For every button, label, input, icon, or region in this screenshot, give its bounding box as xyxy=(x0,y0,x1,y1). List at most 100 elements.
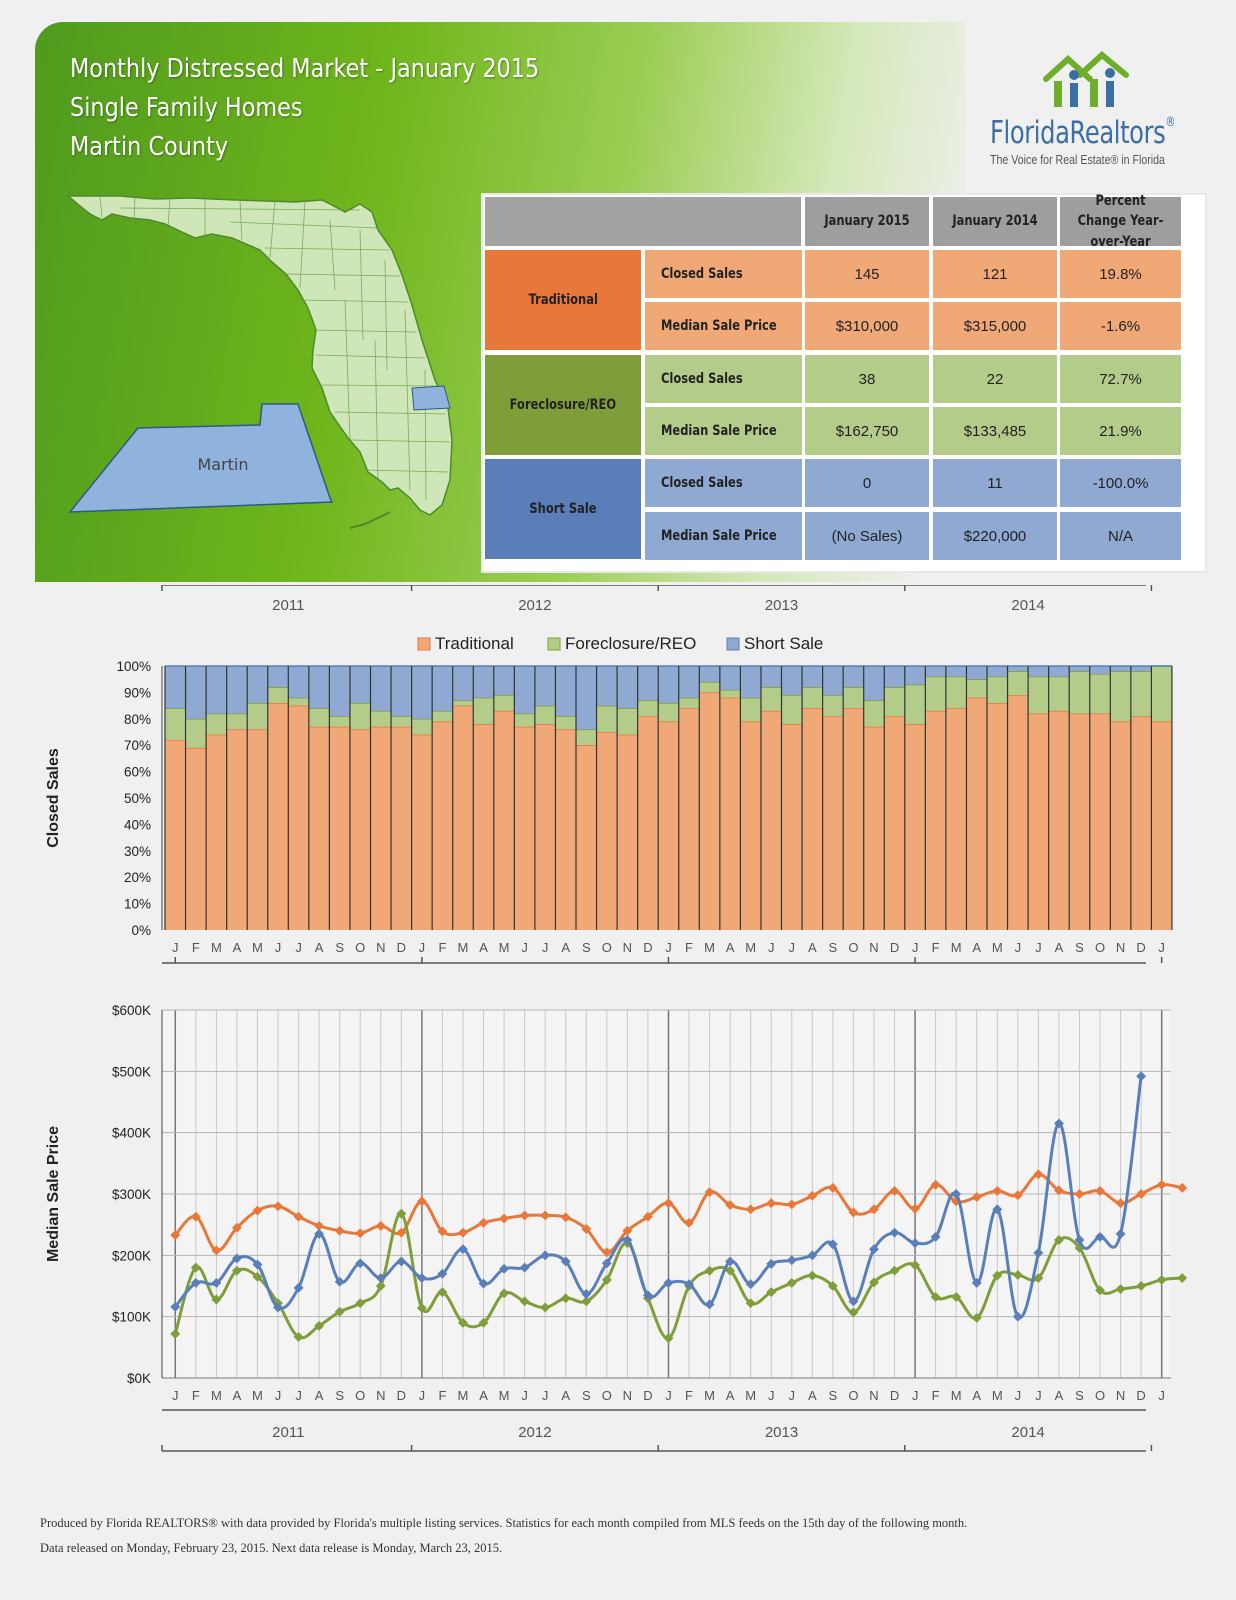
median-price-month-label: F xyxy=(685,1388,693,1403)
martin-county-inset: Martin xyxy=(68,403,334,513)
median-price-month-label: A xyxy=(315,1388,324,1403)
bar-segment-traditional xyxy=(1007,695,1029,930)
houses-people-icon xyxy=(1043,51,1129,107)
bar-segment-foreclosure-reo xyxy=(1130,671,1152,717)
median-price-month-label: N xyxy=(869,1388,878,1403)
florida-realtors-logo: FloridaRealtors® The Voice for Real Esta… xyxy=(990,45,1210,175)
bar-segment-foreclosure-reo xyxy=(760,687,782,711)
bar-segment-traditional xyxy=(452,705,474,930)
bar-segment-traditional xyxy=(781,724,803,930)
data-point-foreclosure-reo xyxy=(725,1265,736,1276)
data-point-foreclosure-reo xyxy=(971,1312,982,1323)
bar-segment-foreclosure-reo xyxy=(432,710,453,722)
bar-segment-short-sale xyxy=(596,666,618,706)
median-price-month-label: J xyxy=(1015,1388,1022,1403)
group-short-sale-closed-sales-jan2015: 0 xyxy=(805,459,929,507)
data-point-foreclosure-reo xyxy=(581,1296,592,1307)
closed-sales-month-label: J xyxy=(542,940,549,955)
closed-sales-month-label: S xyxy=(829,940,838,955)
bar-segment-traditional xyxy=(165,739,186,930)
bar-segment-traditional xyxy=(1151,721,1172,930)
data-point-traditional xyxy=(560,1212,571,1223)
closed-sales-month-label: J xyxy=(275,940,282,955)
bar-segment-short-sale xyxy=(760,666,782,688)
data-point-traditional xyxy=(910,1203,921,1214)
bar-segment-traditional xyxy=(308,726,330,930)
bar-segment-short-sale xyxy=(658,666,679,703)
data-point-foreclosure-reo xyxy=(786,1277,797,1288)
bar-segment-foreclosure-reo xyxy=(514,713,535,727)
bar-segment-traditional xyxy=(267,702,289,930)
group-traditional-closed-sales-change: 19.8% xyxy=(1060,250,1181,298)
median-price-month-label: O xyxy=(1095,1388,1105,1403)
group-foreclosure-reo-median-price-change: 21.9% xyxy=(1060,407,1181,455)
bar-segment-short-sale xyxy=(391,666,412,717)
data-point-short-sale xyxy=(519,1262,530,1273)
bar-segment-short-sale xyxy=(411,666,433,719)
median-price-y-tick: $200K xyxy=(112,1248,151,1263)
group-short-sale-median-price-jan2014: $220,000 xyxy=(933,512,1057,560)
bar-segment-traditional xyxy=(432,721,453,930)
bar-segment-foreclosure-reo xyxy=(987,676,1008,703)
data-point-short-sale xyxy=(396,1256,407,1267)
data-point-short-sale xyxy=(1136,1071,1147,1082)
bar-segment-foreclosure-reo xyxy=(391,716,412,727)
data-point-traditional xyxy=(1074,1189,1085,1199)
closed-sales-month-label: S xyxy=(582,940,591,955)
bottom-year-label: 2013 xyxy=(765,1424,798,1441)
median-price-month-label: S xyxy=(582,1388,591,1403)
data-point-traditional xyxy=(437,1226,448,1237)
data-point-foreclosure-reo xyxy=(334,1306,345,1317)
data-point-short-sale xyxy=(499,1263,510,1274)
closed-sales-month-label: M xyxy=(745,940,756,955)
bar-segment-foreclosure-reo xyxy=(555,716,576,730)
bar-segment-foreclosure-reo xyxy=(658,702,679,722)
data-point-foreclosure-reo xyxy=(1115,1284,1126,1295)
closed-sales-axis-title: Closed Sales xyxy=(45,748,62,848)
group-foreclosure-reo-label: Foreclosure/REO xyxy=(485,355,641,455)
median-price-month-label: J xyxy=(665,1388,672,1403)
bar-segment-foreclosure-reo xyxy=(165,708,186,740)
bar-segment-foreclosure-reo xyxy=(1028,676,1049,714)
median-price-month-label: F xyxy=(192,1388,200,1403)
legend-swatch xyxy=(417,637,431,651)
bar-segment-foreclosure-reo xyxy=(637,700,659,717)
closed-sales-month-label: S xyxy=(335,940,344,955)
closed-sales-month-label: F xyxy=(932,940,940,955)
median-price-month-label: S xyxy=(829,1388,838,1403)
legend-label: Short Sale xyxy=(744,634,823,653)
closed-sales-month-label: D xyxy=(890,940,899,955)
legend-swatch xyxy=(726,637,740,651)
closed-sales-month-label: F xyxy=(192,940,200,955)
report-title: Monthly Distressed Market - January 2015 xyxy=(70,54,540,84)
bar-segment-foreclosure-reo xyxy=(288,697,309,706)
data-point-foreclosure-reo xyxy=(1177,1273,1188,1283)
data-point-traditional xyxy=(1012,1190,1023,1201)
closed-sales-month-label: O xyxy=(602,940,612,955)
bar-segment-traditional xyxy=(617,734,638,930)
closed-sales-month-label: A xyxy=(1055,940,1064,955)
closed-sales-month-label: J xyxy=(789,940,796,955)
group-short-sale-median-price-change: N/A xyxy=(1060,512,1181,560)
closed-sales-month-label: M xyxy=(499,940,510,955)
bottom-year-label: 2014 xyxy=(1011,1424,1044,1441)
bar-segment-traditional xyxy=(596,732,618,930)
closed-sales-month-label: S xyxy=(1075,940,1084,955)
bar-segment-short-sale xyxy=(1130,666,1152,672)
closed-sales-month-label: J xyxy=(419,940,426,955)
median-price-month-label: A xyxy=(726,1388,735,1403)
median-price-month-label: D xyxy=(397,1388,406,1403)
bar-segment-traditional xyxy=(514,726,535,930)
bar-segment-traditional xyxy=(904,724,926,930)
data-point-short-sale xyxy=(581,1289,592,1299)
closed-sales-month-label: N xyxy=(376,940,385,955)
data-point-short-sale xyxy=(1115,1228,1126,1239)
data-point-foreclosure-reo xyxy=(519,1296,530,1307)
data-point-traditional xyxy=(807,1190,818,1201)
data-point-short-sale xyxy=(1033,1247,1044,1258)
data-point-traditional xyxy=(396,1227,407,1238)
bar-segment-short-sale xyxy=(452,666,474,701)
bar-segment-short-sale xyxy=(945,666,967,677)
median-price-month-label: N xyxy=(376,1388,385,1403)
median-price-month-label: M xyxy=(211,1388,222,1403)
